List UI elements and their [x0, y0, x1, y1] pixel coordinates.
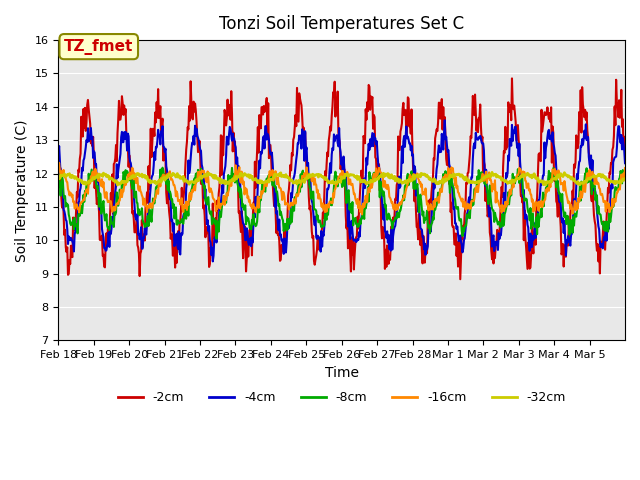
- Line: -16cm: -16cm: [58, 163, 625, 215]
- -2cm: [621, 134, 629, 140]
- -2cm: [275, 231, 282, 237]
- X-axis label: Time: Time: [324, 366, 358, 380]
- -16cm: [433, 196, 441, 202]
- -2cm: [253, 148, 261, 154]
- -8cm: [621, 172, 629, 178]
- -2cm: [225, 102, 233, 108]
- -32cm: [433, 179, 440, 185]
- Line: -4cm: -4cm: [58, 120, 625, 262]
- -32cm: [275, 173, 283, 179]
- -16cm: [122, 182, 129, 188]
- -32cm: [401, 178, 409, 184]
- -4cm: [209, 259, 216, 264]
- Line: -32cm: -32cm: [58, 172, 625, 185]
- -2cm: [54, 149, 62, 155]
- -2cm: [456, 276, 464, 282]
- -2cm: [432, 132, 440, 137]
- -4cm: [226, 124, 234, 130]
- -8cm: [54, 171, 62, 177]
- -32cm: [621, 176, 629, 182]
- Legend: -2cm, -4cm, -8cm, -16cm, -32cm: -2cm, -4cm, -8cm, -16cm, -32cm: [113, 386, 571, 409]
- -4cm: [441, 118, 449, 123]
- -32cm: [226, 178, 234, 184]
- -16cm: [402, 189, 410, 194]
- -8cm: [212, 236, 220, 241]
- -16cm: [358, 212, 366, 217]
- -8cm: [433, 196, 441, 202]
- -8cm: [121, 177, 129, 183]
- -32cm: [114, 182, 122, 188]
- -2cm: [121, 111, 129, 117]
- -4cm: [54, 154, 62, 160]
- Y-axis label: Soil Temperature (C): Soil Temperature (C): [15, 119, 29, 262]
- -32cm: [254, 180, 262, 185]
- -4cm: [254, 181, 262, 187]
- -4cm: [621, 160, 629, 166]
- -32cm: [488, 169, 496, 175]
- -4cm: [121, 136, 129, 142]
- Title: Tonzi Soil Temperatures Set C: Tonzi Soil Temperatures Set C: [219, 15, 464, 33]
- -16cm: [54, 164, 62, 170]
- -8cm: [276, 212, 284, 218]
- -4cm: [275, 216, 283, 222]
- -16cm: [621, 165, 629, 171]
- -16cm: [275, 185, 283, 191]
- -8cm: [159, 165, 166, 170]
- -8cm: [402, 182, 410, 188]
- -16cm: [55, 160, 63, 166]
- -32cm: [122, 179, 129, 185]
- Line: -8cm: -8cm: [58, 168, 625, 239]
- -16cm: [226, 180, 234, 186]
- Text: TZ_fmet: TZ_fmet: [64, 38, 134, 55]
- -32cm: [54, 176, 62, 181]
- -4cm: [401, 144, 409, 150]
- -16cm: [254, 194, 262, 200]
- -2cm: [400, 112, 408, 118]
- -8cm: [255, 202, 262, 208]
- -2cm: [508, 75, 516, 81]
- Line: -2cm: -2cm: [58, 78, 625, 279]
- -4cm: [433, 166, 440, 172]
- -8cm: [227, 173, 234, 179]
